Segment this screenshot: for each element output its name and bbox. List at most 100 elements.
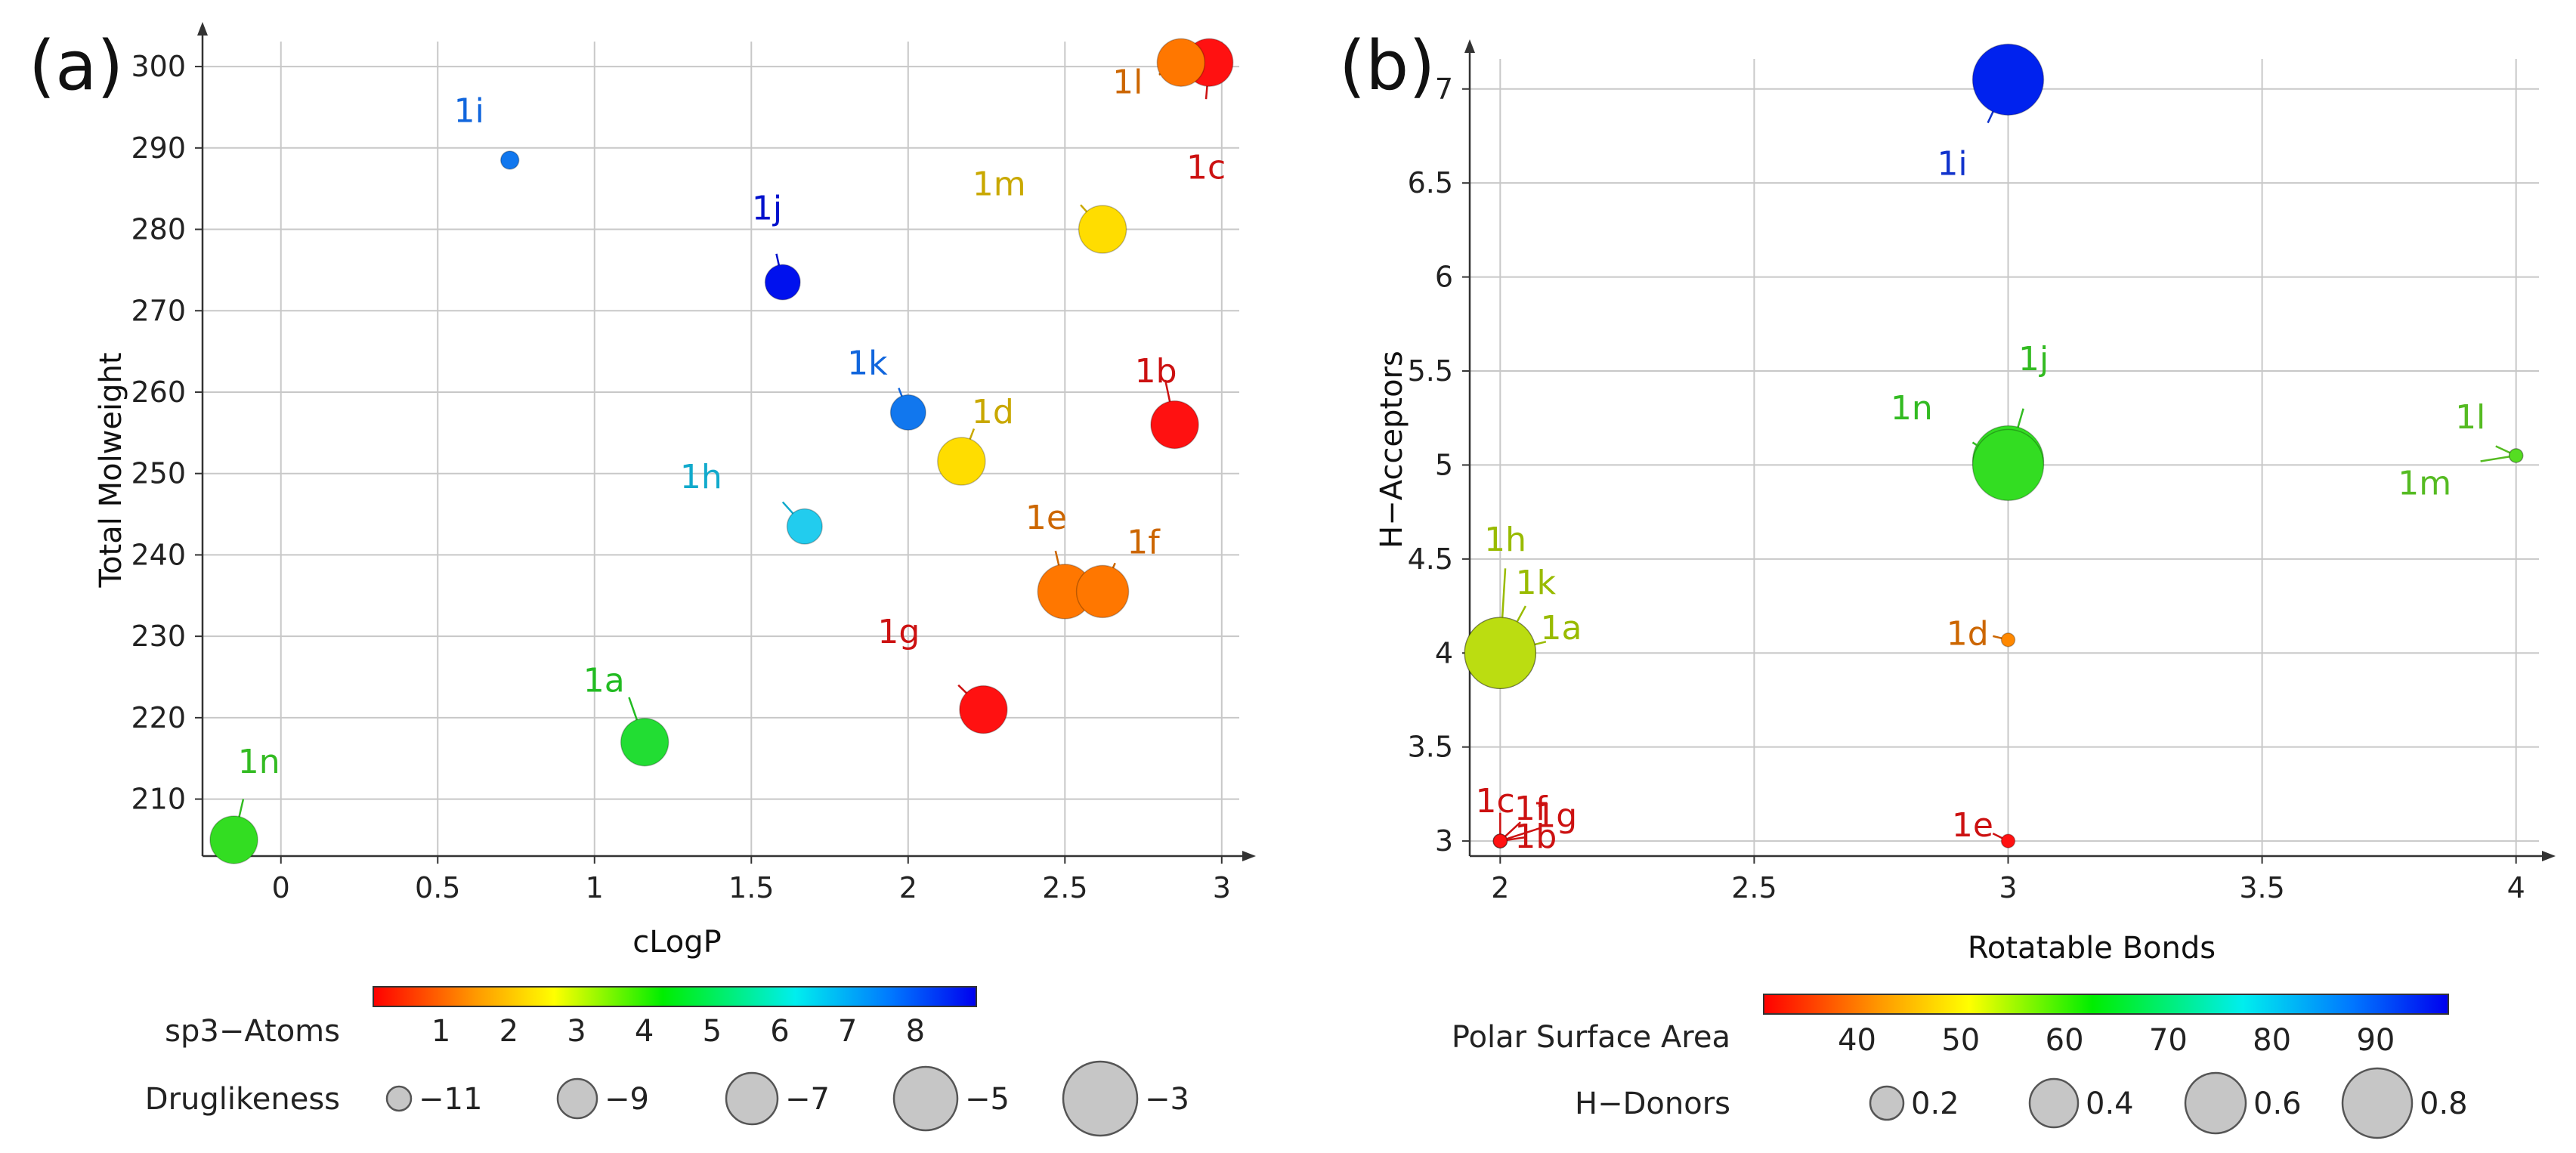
legend-a-size-circle	[385, 1085, 413, 1112]
point-label: 1e	[1952, 806, 1993, 845]
legend-b-color-tick: 50	[1941, 1023, 1980, 1058]
point-marker	[1078, 205, 1127, 254]
point-marker	[620, 717, 670, 767]
panel-a-ticks: 0 0.5 1 1.5 2 2.5 3 210 220 230 240 250 260 270 280 290…	[131, 50, 1230, 904]
point-label: 1m	[973, 165, 1026, 203]
point-label: 1h	[680, 458, 722, 496]
point-label: 1j	[752, 190, 782, 228]
point-marker	[1075, 564, 1130, 619]
y-tick-label: 280	[131, 213, 186, 246]
panel-b-tag: (b)	[1339, 26, 1435, 106]
x-tick-label: 1	[586, 871, 604, 904]
legend-b-color-title: Polar Surface Area	[1452, 1020, 1730, 1055]
legend-a-size-title: Druglikeness	[145, 1082, 340, 1117]
y-axis-arrow	[197, 22, 208, 36]
point-1m: 1m	[2398, 448, 2524, 502]
point-1j: 1j	[752, 190, 801, 301]
legend-a-color-tick: 1	[431, 1014, 450, 1049]
leader-line	[1499, 827, 1542, 842]
legend-a-color-title: sp3−Atoms	[165, 1014, 340, 1049]
point-label: 1k	[1516, 564, 1557, 602]
x-tick-label: 2.5	[1042, 871, 1087, 904]
legend-a-size-circle	[1062, 1060, 1139, 1137]
legend-b-color-tick: 60	[2046, 1023, 2084, 1058]
x-tick-label: 1.5	[728, 871, 774, 904]
y-tick-label: 220	[131, 701, 186, 734]
panel-b: (b) 2 2.5 3 3.5 433.544.555.566.57 1a1b1c1d1…	[1339, 26, 2556, 966]
point-label: 1f	[1514, 790, 1548, 828]
panel-a: (a) 0 0.5 1 1.5 2 2.5 3 210 220 230 240 250 260 270 28…	[29, 22, 1256, 960]
point-label: 1h	[1484, 521, 1526, 559]
legend-b-size-label: 0.4	[2086, 1087, 2134, 1121]
point-1l: 1l	[1112, 38, 1206, 102]
legend-b-size-circle	[2184, 1071, 2247, 1135]
point-marker	[1150, 400, 1199, 450]
x-axis-arrow	[1242, 851, 1256, 861]
point-label: 1i	[454, 91, 484, 130]
point-label: 1k	[847, 344, 888, 382]
legend-a-size-label: −3	[1145, 1082, 1189, 1117]
y-tick-label: 270	[131, 294, 186, 327]
point-label: 1n	[1891, 389, 1933, 428]
x-tick-label: 3.5	[2239, 871, 2284, 904]
point-marker	[2000, 632, 2016, 648]
point-marker	[209, 815, 258, 864]
point-marker	[937, 437, 986, 486]
legend-b-color-tick: 90	[2356, 1023, 2395, 1058]
x-tick-label: 2	[1491, 871, 1509, 904]
point-marker	[1971, 428, 2045, 502]
point-1d: 1d	[937, 393, 1014, 486]
legend-b: Polar Surface Area 40 50 60 70 80 90 H−Donors…	[1452, 994, 2468, 1139]
point-1n: 1n	[209, 743, 280, 864]
point-1e: 1e	[1025, 499, 1093, 620]
point-marker	[1971, 43, 2045, 116]
legend-b-size-items: 0.2 0.4 0.6 0.8	[1869, 1067, 2468, 1139]
point-1h: 1h	[680, 458, 823, 545]
legend-a-size-circle	[892, 1065, 959, 1132]
legend-a-color-ticks: 1 2 3 4 5 6 7 8	[431, 1014, 925, 1049]
legend-a-size-label: −7	[785, 1082, 830, 1117]
panel-b-ylabel: H−Acceptors	[1375, 351, 1409, 549]
point-label: 1c	[1186, 149, 1226, 187]
legend-a-color-tick: 6	[770, 1014, 789, 1049]
point-label: 1e	[1025, 499, 1067, 537]
legend-b-color-tick: 70	[2149, 1023, 2188, 1058]
point-1e: 1e	[1952, 806, 2016, 849]
point-1g: 1g	[877, 613, 1008, 734]
y-tick-label: 6.5	[1408, 166, 1453, 199]
legend-a-color-tick: 3	[567, 1014, 586, 1049]
point-marker	[889, 394, 926, 431]
y-tick-label: 7	[1435, 73, 1453, 106]
y-tick-label: 5	[1435, 448, 1453, 481]
point-1i: 1i	[1937, 43, 2045, 183]
legend-b-size-label: 0.2	[1911, 1087, 1959, 1121]
point-label: 1m	[2398, 464, 2451, 502]
legend-a-size-circle	[556, 1077, 598, 1120]
point-1i: 1i	[454, 91, 520, 170]
point-label: 1b	[1135, 352, 1177, 391]
point-1g: 1g	[1492, 797, 1577, 849]
panel-a-grid	[203, 42, 1239, 856]
point-label: 1b	[1514, 818, 1557, 856]
x-tick-label: 2.5	[1731, 871, 1777, 904]
panel-a-tag: (a)	[29, 26, 123, 106]
y-tick-label: 3.5	[1408, 731, 1453, 764]
legend-b-size-circle	[2341, 1067, 2414, 1139]
point-label: 1g	[877, 613, 920, 651]
point-1k: 1k	[1464, 564, 1557, 690]
x-tick-label: 0	[272, 871, 290, 904]
point-marker	[959, 685, 1008, 734]
point-marker	[1156, 38, 1206, 87]
point-label: 1d	[972, 393, 1014, 431]
legend-a-size-label: −11	[419, 1082, 482, 1117]
y-axis-arrow	[1464, 39, 1475, 53]
legend-a-color-tick: 8	[906, 1014, 925, 1049]
point-1n: 1n	[1891, 389, 2045, 502]
point-label: 1l	[1112, 63, 1143, 102]
panel-b-ticks: 2 2.5 3 3.5 4 3 3.5 4 4.5 5 5.5 6 6.5 7	[1408, 73, 2525, 904]
legend-a-color-tick: 5	[703, 1014, 722, 1049]
x-tick-label: 0.5	[415, 871, 460, 904]
legend-a-size-circle	[725, 1071, 779, 1126]
point-label: 1d	[1947, 614, 1989, 653]
